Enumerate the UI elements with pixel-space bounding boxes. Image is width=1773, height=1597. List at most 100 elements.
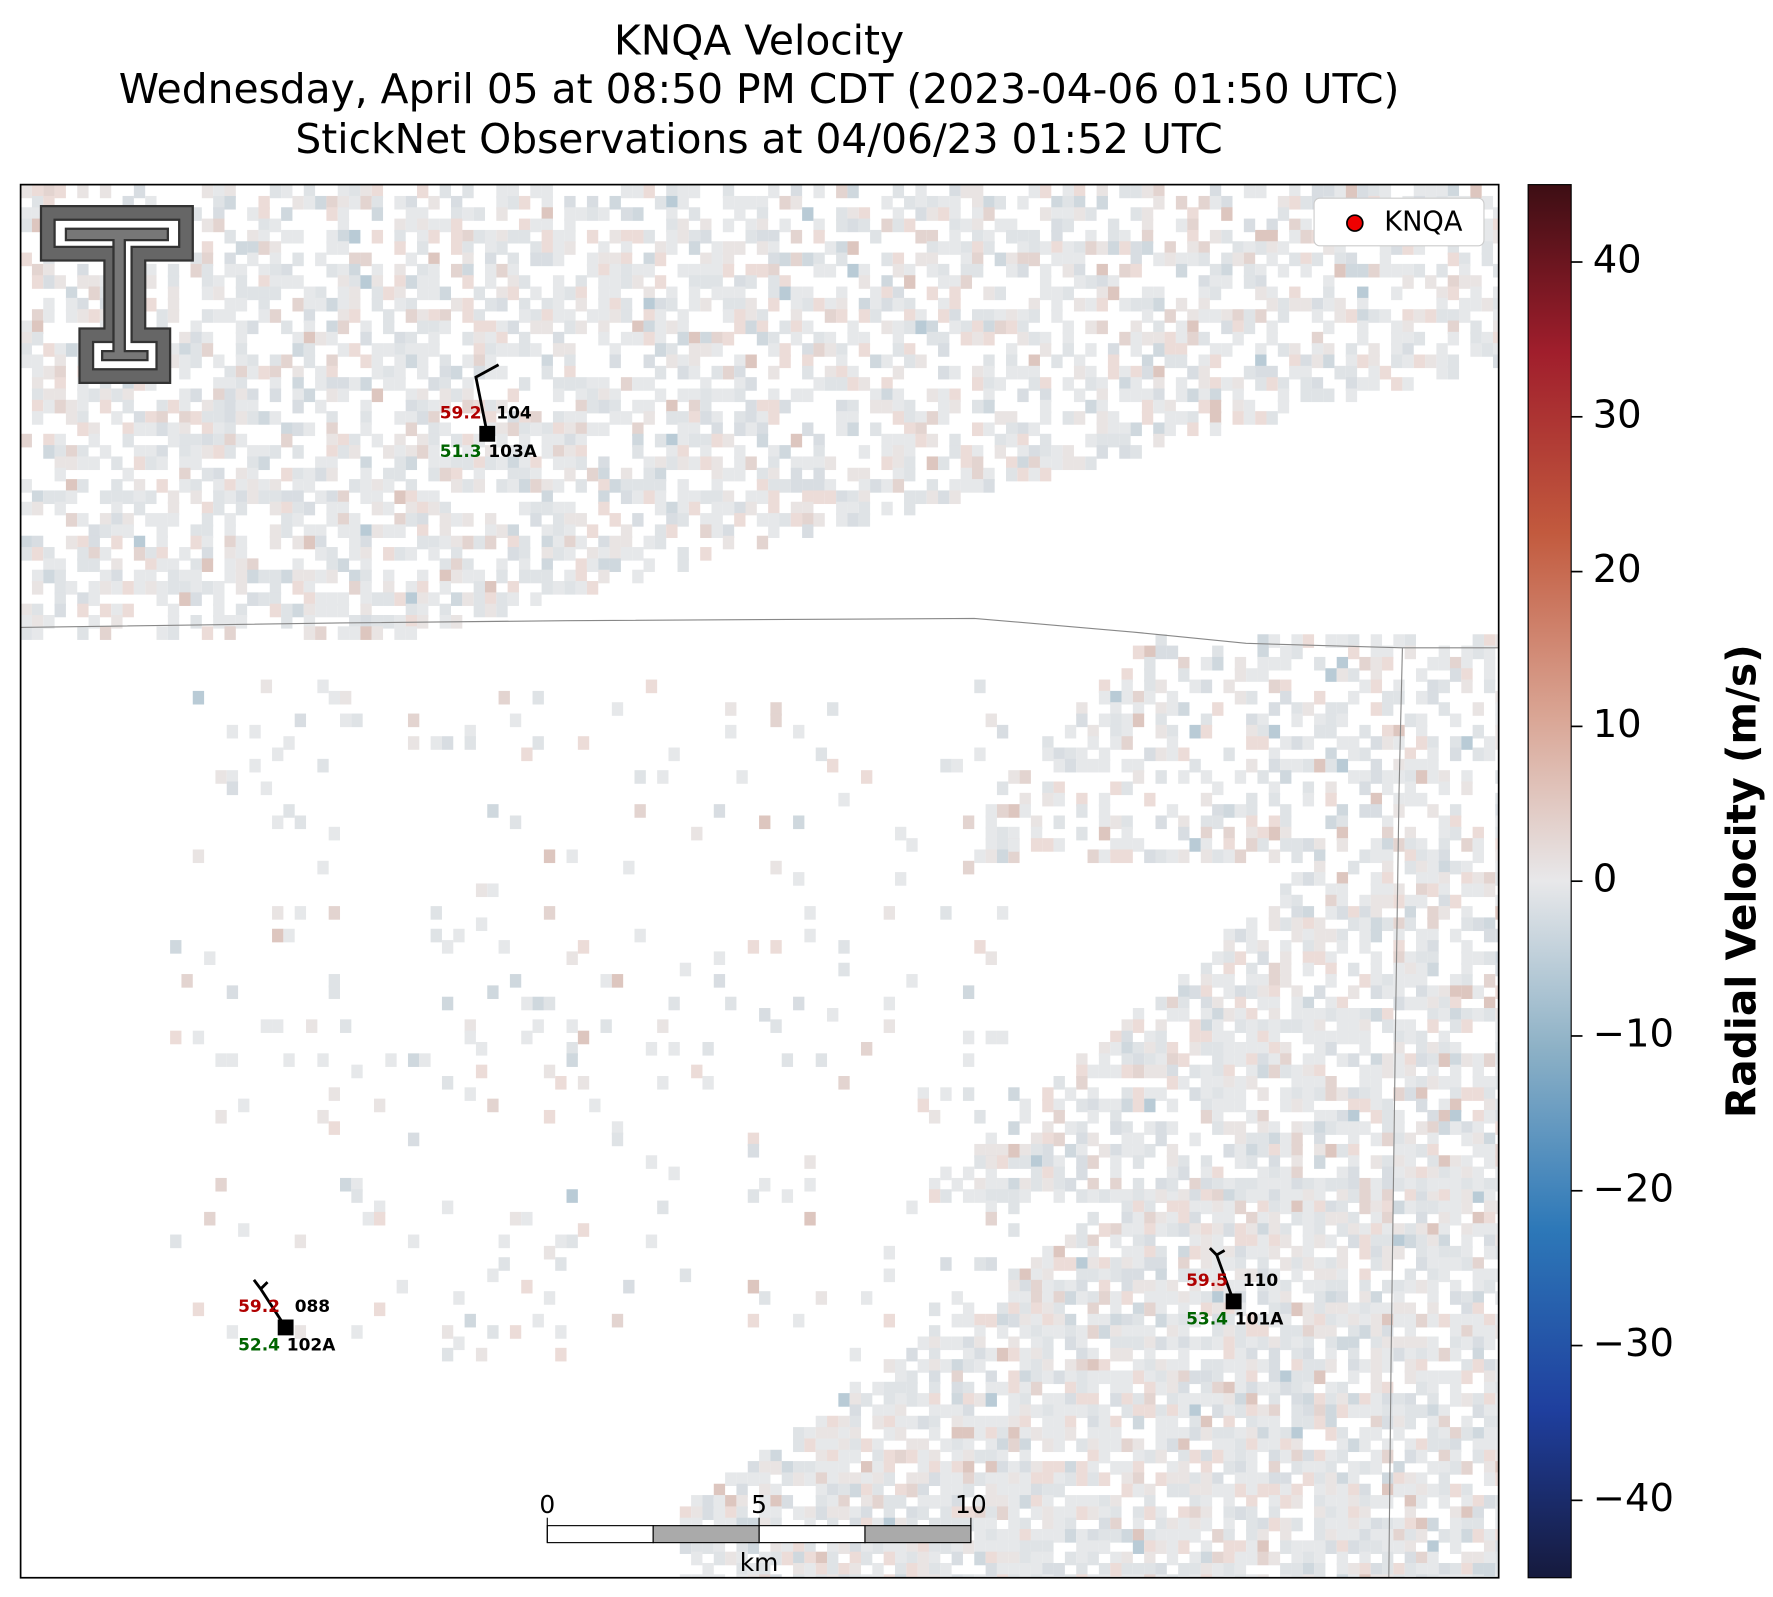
radar-cell bbox=[1198, 377, 1210, 391]
radar-cell bbox=[838, 1472, 850, 1487]
radar-cell bbox=[405, 343, 418, 357]
radar-cell bbox=[938, 388, 950, 403]
radar-cell bbox=[1028, 297, 1040, 312]
radar-cell bbox=[552, 388, 565, 403]
radar-cell bbox=[383, 547, 395, 561]
radar-cell bbox=[586, 252, 599, 267]
radar-cell bbox=[394, 490, 406, 505]
radar-cell bbox=[1472, 1393, 1484, 1407]
radar-cell bbox=[722, 433, 735, 448]
radar-cell bbox=[1053, 1506, 1065, 1520]
radar-cell bbox=[1200, 1393, 1213, 1407]
radar-cell bbox=[700, 263, 712, 278]
radar-cell bbox=[360, 615, 372, 629]
radar-cell bbox=[1438, 656, 1450, 671]
radar-cell bbox=[1348, 860, 1360, 875]
radar-cell bbox=[326, 467, 338, 482]
radar-cell bbox=[1461, 1223, 1473, 1237]
radar-cell bbox=[1051, 241, 1063, 255]
radar-cell bbox=[292, 501, 304, 516]
radar-cell bbox=[428, 275, 440, 289]
radar-cell bbox=[213, 207, 225, 221]
radar-cell bbox=[1246, 1347, 1258, 1362]
radar-cell bbox=[1153, 433, 1165, 448]
radar-cell bbox=[430, 928, 442, 943]
radar-cell bbox=[654, 252, 667, 267]
radar-cell bbox=[745, 411, 757, 425]
radar-cell bbox=[1300, 354, 1312, 369]
radar-cell bbox=[734, 286, 746, 301]
radar-cell bbox=[666, 218, 678, 233]
radar-cell bbox=[20, 535, 32, 550]
radar-cell bbox=[1246, 690, 1258, 705]
radar-cell bbox=[768, 331, 780, 346]
radar-cell bbox=[326, 229, 338, 244]
radar-cell bbox=[1155, 996, 1167, 1011]
radar-cell bbox=[473, 399, 485, 414]
radar-cell bbox=[428, 263, 440, 278]
radar-cell bbox=[1200, 849, 1213, 864]
radar-cell bbox=[1370, 1053, 1383, 1067]
radar-cell bbox=[315, 331, 327, 346]
radar-cell bbox=[1200, 962, 1213, 977]
radar-cell bbox=[1393, 1200, 1405, 1215]
radar-cell bbox=[1187, 331, 1199, 346]
radar-cell bbox=[1223, 1495, 1235, 1509]
radar-cell bbox=[1121, 1574, 1133, 1578]
radar-cell bbox=[1314, 1189, 1326, 1203]
radar-cell bbox=[643, 184, 655, 199]
radar-cell bbox=[1302, 792, 1315, 807]
radar-cell bbox=[1096, 184, 1108, 199]
radar-cell bbox=[54, 399, 66, 414]
radar-cell bbox=[1039, 275, 1052, 289]
radar-cell bbox=[1144, 1495, 1156, 1509]
radar-cell bbox=[201, 422, 214, 437]
radar-cell bbox=[1087, 1370, 1099, 1385]
radar-cell bbox=[1336, 872, 1349, 886]
radar-cell bbox=[1368, 184, 1380, 199]
radar-cell bbox=[145, 456, 157, 471]
radar-cell bbox=[620, 184, 633, 199]
radar-cell bbox=[1427, 1347, 1439, 1362]
radar-cell bbox=[88, 388, 100, 403]
radar-cell bbox=[349, 309, 361, 323]
radar-cell bbox=[1028, 184, 1040, 199]
radar-cell bbox=[632, 275, 644, 289]
radar-cell bbox=[1234, 1155, 1247, 1169]
radar-cell bbox=[1110, 1302, 1122, 1317]
radar-cell bbox=[349, 626, 361, 640]
radar-cell bbox=[1017, 445, 1029, 459]
radar-cell bbox=[1175, 252, 1188, 267]
radar-cell bbox=[1472, 1359, 1484, 1373]
radar-cell bbox=[1461, 1393, 1473, 1407]
radar-cell bbox=[962, 1517, 975, 1532]
radar-cell bbox=[1178, 1075, 1190, 1090]
radar-cell bbox=[1257, 1223, 1269, 1237]
radar-cell bbox=[654, 343, 667, 357]
radar-cell bbox=[65, 286, 78, 301]
radar-cell bbox=[917, 1563, 929, 1577]
radar-cell bbox=[1255, 411, 1267, 425]
radar-cell bbox=[962, 985, 975, 999]
radar-cell bbox=[1212, 1200, 1224, 1215]
radar-cell bbox=[1019, 1495, 1031, 1509]
radar-cell bbox=[1472, 1517, 1484, 1532]
radar-cell bbox=[373, 1098, 386, 1113]
radar-cell bbox=[1098, 1563, 1111, 1577]
radar-cell bbox=[1141, 388, 1154, 403]
radar-cell bbox=[1382, 872, 1394, 886]
radar-cell bbox=[677, 445, 689, 459]
radar-cell bbox=[643, 411, 655, 425]
radar-cell bbox=[473, 569, 485, 584]
radar-cell bbox=[1042, 1098, 1054, 1113]
radar-cell bbox=[1427, 985, 1439, 999]
radar-cell bbox=[1393, 985, 1405, 999]
radar-cell bbox=[1325, 1381, 1337, 1396]
radar-cell bbox=[1325, 747, 1337, 762]
radar-cell bbox=[407, 1053, 420, 1067]
radar-cell bbox=[1107, 229, 1120, 244]
radar-cell bbox=[1334, 297, 1346, 312]
radar-cell bbox=[315, 456, 327, 471]
radar-cell bbox=[1314, 1415, 1326, 1430]
radar-cell bbox=[1325, 1143, 1337, 1158]
